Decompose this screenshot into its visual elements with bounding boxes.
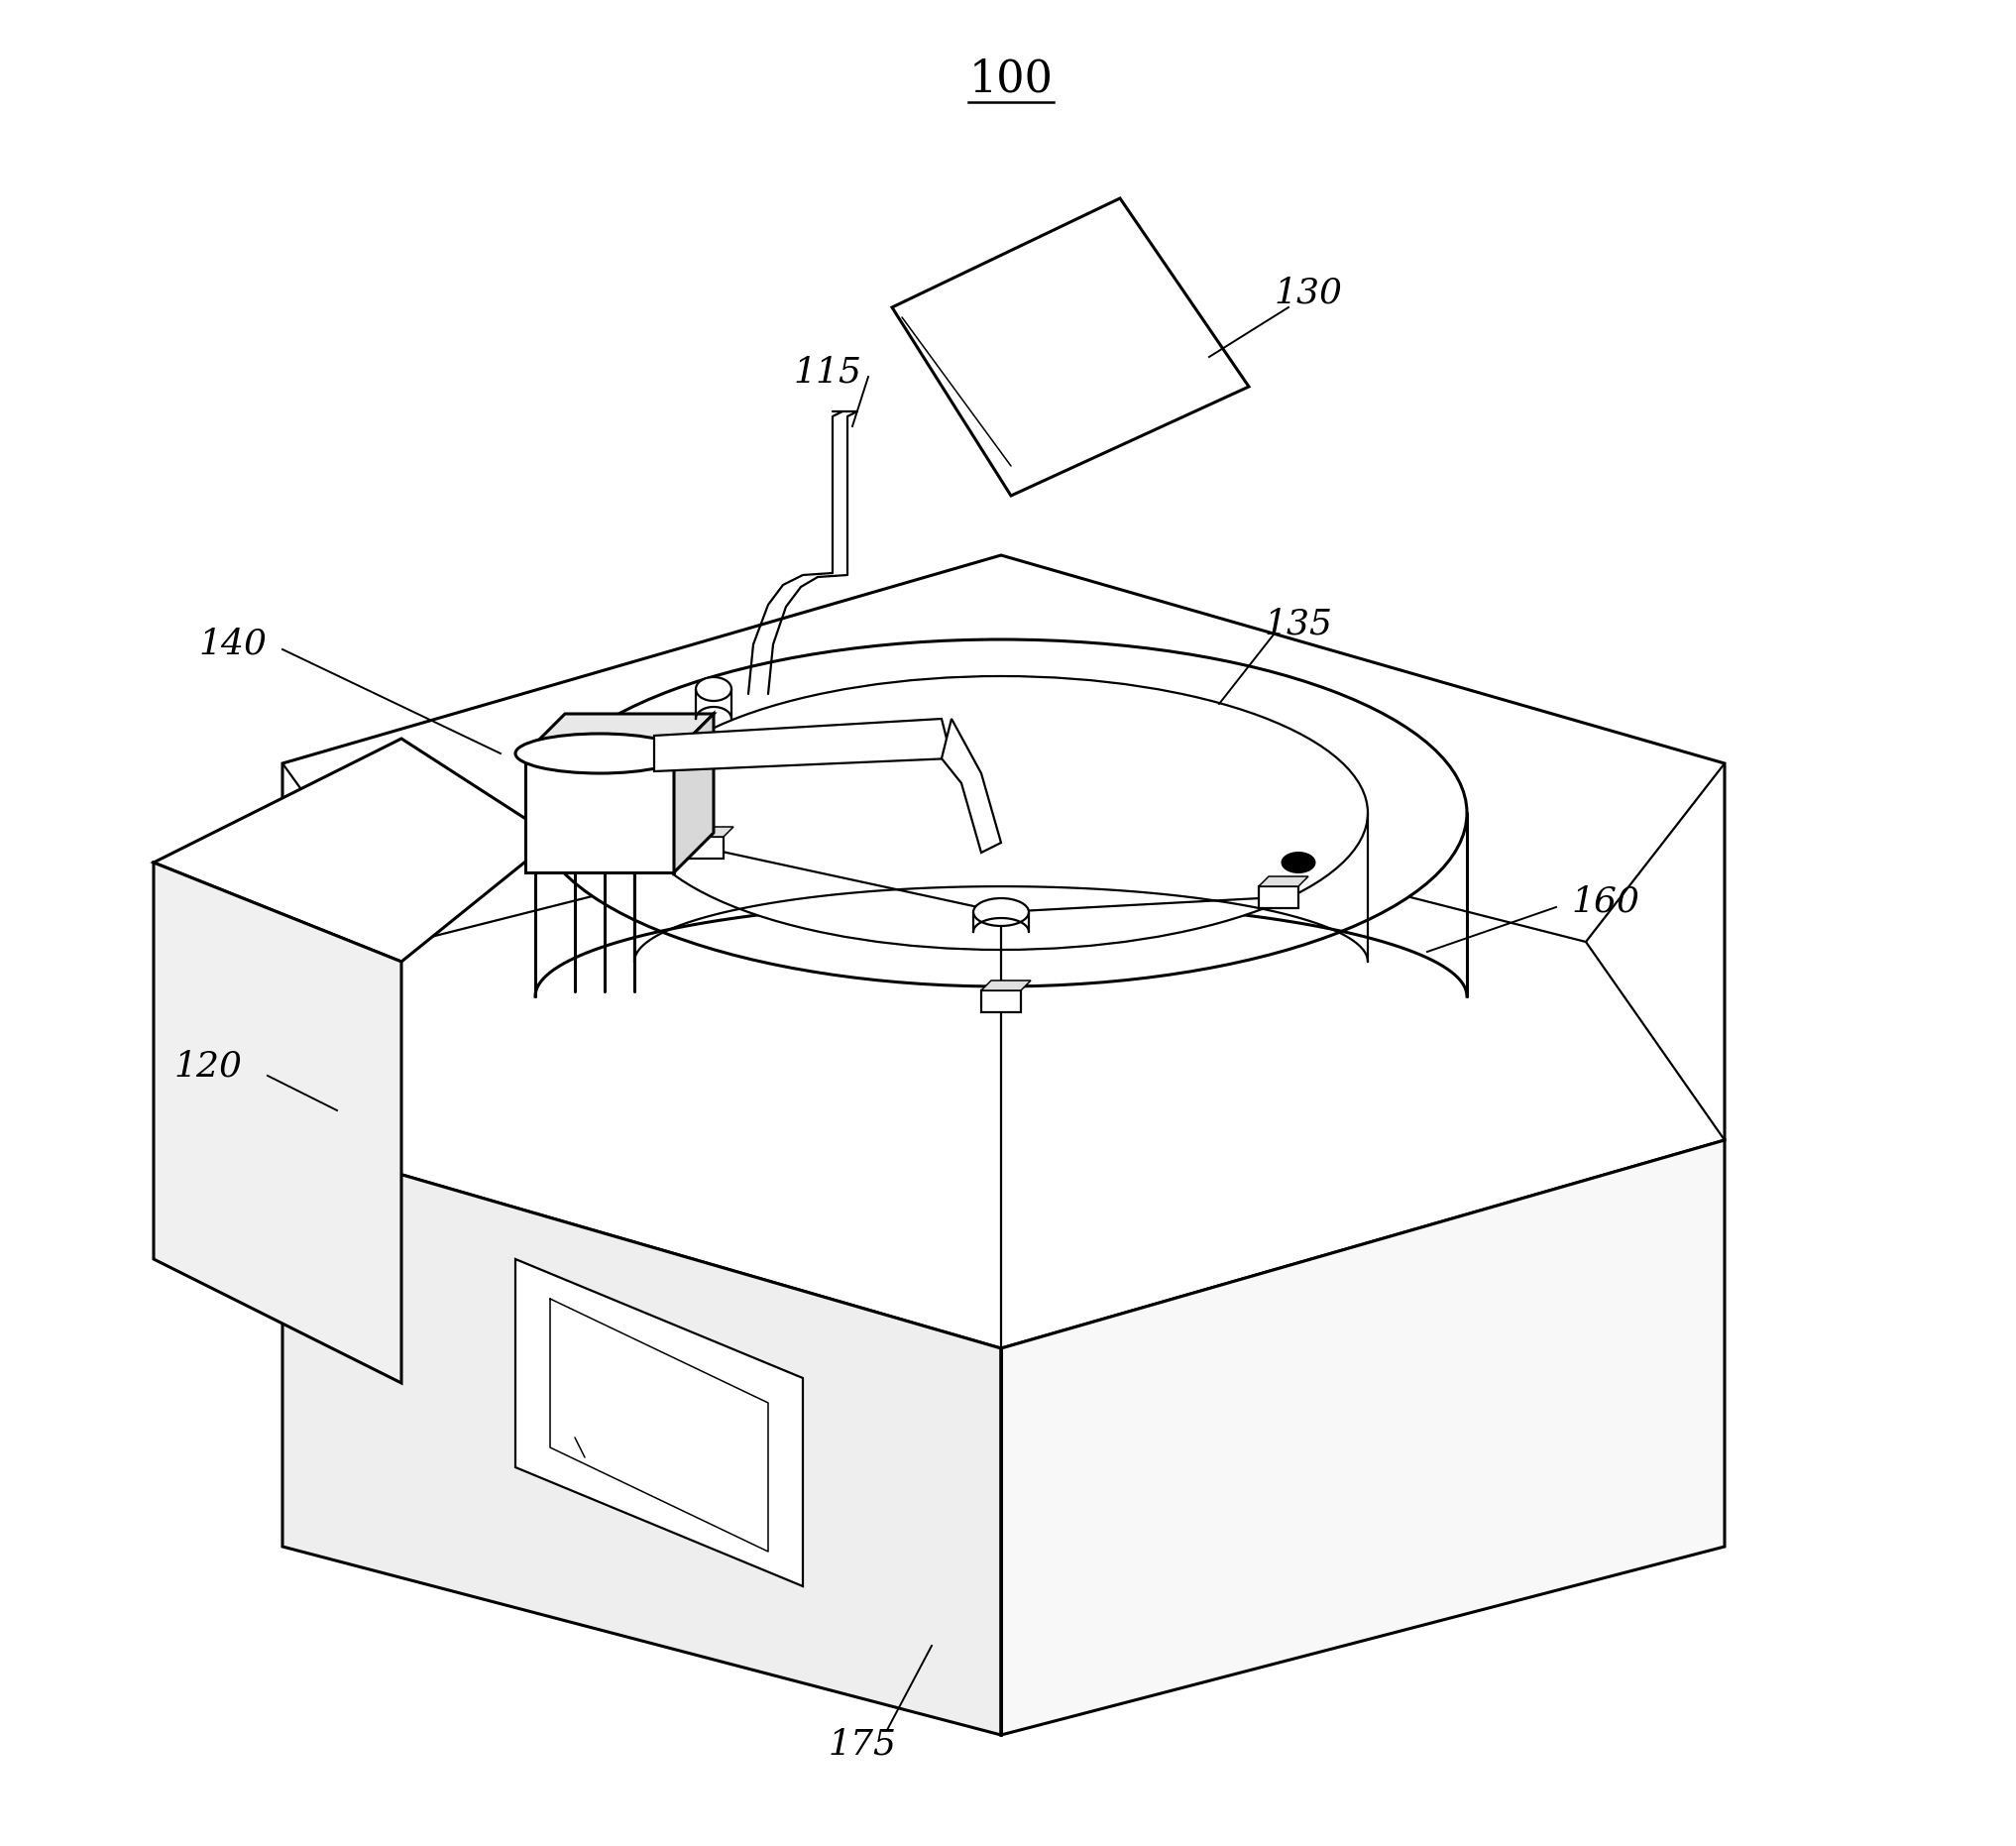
Polygon shape <box>653 718 952 772</box>
Polygon shape <box>683 836 724 858</box>
Text: 135: 135 <box>1264 607 1333 641</box>
Polygon shape <box>526 753 673 873</box>
Text: 130: 130 <box>1274 275 1343 310</box>
Text: 160: 160 <box>1570 886 1639 919</box>
Polygon shape <box>941 718 1002 853</box>
Text: 100: 100 <box>970 57 1052 102</box>
Polygon shape <box>282 1141 1002 1735</box>
Ellipse shape <box>974 899 1028 927</box>
Polygon shape <box>673 714 714 873</box>
Ellipse shape <box>696 677 732 701</box>
Ellipse shape <box>635 676 1367 951</box>
Polygon shape <box>683 827 734 836</box>
Text: 115: 115 <box>794 354 861 390</box>
Polygon shape <box>1002 1141 1724 1735</box>
Text: 140: 140 <box>200 628 266 661</box>
Polygon shape <box>1258 877 1308 886</box>
Text: 175: 175 <box>829 1728 897 1761</box>
Polygon shape <box>982 980 1030 991</box>
Polygon shape <box>1258 886 1298 908</box>
Polygon shape <box>526 714 714 753</box>
Text: 120: 120 <box>173 1049 242 1082</box>
Polygon shape <box>153 862 401 1383</box>
Polygon shape <box>982 991 1020 1012</box>
Polygon shape <box>282 556 1724 1348</box>
Polygon shape <box>891 198 1248 497</box>
Ellipse shape <box>1280 851 1316 873</box>
Ellipse shape <box>516 733 683 773</box>
Polygon shape <box>516 1259 802 1586</box>
Ellipse shape <box>534 639 1468 986</box>
Polygon shape <box>153 738 554 962</box>
